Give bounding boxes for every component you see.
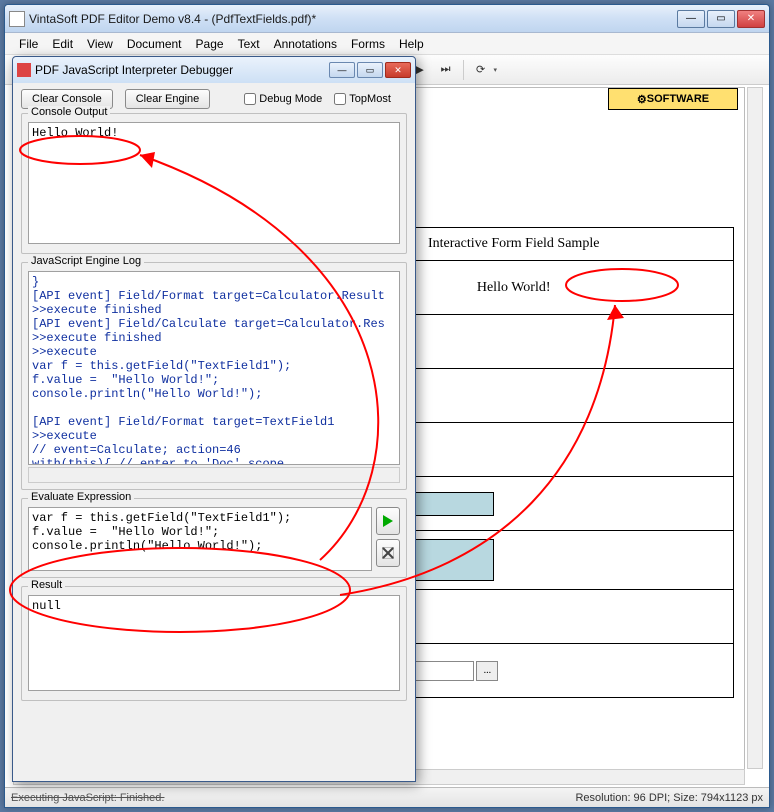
debugger-icon bbox=[17, 63, 31, 77]
status-right: Resolution: 96 DPI; Size: 794x1123 px bbox=[575, 792, 763, 804]
console-output-group: Console Output bbox=[21, 113, 407, 254]
menu-forms[interactable]: Forms bbox=[351, 37, 385, 51]
run-buttons bbox=[376, 507, 400, 571]
maximize-button[interactable]: ▭ bbox=[707, 10, 735, 28]
debug-mode-input[interactable] bbox=[244, 93, 256, 105]
console-output-text[interactable] bbox=[28, 122, 400, 244]
debugger-maximize-button[interactable]: ▭ bbox=[357, 62, 383, 78]
status-left: Executing JavaScript: Finished. bbox=[11, 792, 575, 804]
debugger-window-controls: — ▭ ✕ bbox=[329, 62, 411, 78]
engine-log-text[interactable] bbox=[28, 271, 400, 465]
debug-mode-checkbox[interactable]: Debug Mode bbox=[244, 93, 322, 105]
topmost-checkbox[interactable]: TopMost bbox=[334, 93, 391, 105]
app-icon bbox=[9, 11, 25, 27]
window-controls: — ▭ ✕ bbox=[677, 10, 765, 28]
engine-log-group: JavaScript Engine Log bbox=[21, 262, 407, 490]
close-button[interactable]: ✕ bbox=[737, 10, 765, 28]
run-button[interactable] bbox=[376, 507, 400, 535]
debugger-window: PDF JavaScript Interpreter Debugger — ▭ … bbox=[12, 56, 416, 782]
vertical-scrollbar[interactable] bbox=[747, 87, 763, 769]
menu-document[interactable]: Document bbox=[127, 37, 182, 51]
main-title: VintaSoft PDF Editor Demo v8.4 - (PdfTex… bbox=[29, 12, 677, 26]
debugger-title: PDF JavaScript Interpreter Debugger bbox=[35, 63, 329, 77]
menu-annotations[interactable]: Annotations bbox=[274, 37, 337, 51]
evaluate-label: Evaluate Expression bbox=[28, 491, 134, 503]
result-text[interactable] bbox=[28, 595, 400, 691]
minimize-button[interactable]: — bbox=[677, 10, 705, 28]
main-titlebar: VintaSoft PDF Editor Demo v8.4 - (PdfTex… bbox=[5, 5, 769, 33]
tb-last-icon[interactable]: ⏭ bbox=[435, 59, 457, 81]
debugger-titlebar: PDF JavaScript Interpreter Debugger — ▭ … bbox=[13, 57, 415, 83]
statusbar: Executing JavaScript: Finished. Resoluti… bbox=[5, 787, 769, 807]
menu-text[interactable]: Text bbox=[238, 37, 260, 51]
menubar: File Edit View Document Page Text Annota… bbox=[5, 33, 769, 55]
debug-mode-label: Debug Mode bbox=[259, 93, 322, 105]
menu-page[interactable]: Page bbox=[196, 37, 224, 51]
software-logo: ⚙ SOFTWARE bbox=[608, 88, 738, 110]
topmost-label: TopMost bbox=[349, 93, 391, 105]
debugger-close-button[interactable]: ✕ bbox=[385, 62, 411, 78]
engine-log-hscroll[interactable] bbox=[28, 467, 400, 483]
evaluate-group: Evaluate Expression bbox=[21, 498, 407, 578]
stop-button[interactable] bbox=[376, 539, 400, 567]
logo-text: SOFTWARE bbox=[647, 93, 709, 105]
topmost-input[interactable] bbox=[334, 93, 346, 105]
menu-edit[interactable]: Edit bbox=[52, 37, 73, 51]
tb-rotate-icon[interactable]: ⟳ bbox=[470, 59, 492, 81]
tb-dd-icon[interactable]: ▾ bbox=[494, 66, 498, 74]
engine-log-label: JavaScript Engine Log bbox=[28, 255, 144, 267]
evaluate-text[interactable] bbox=[28, 507, 372, 571]
menu-view[interactable]: View bbox=[87, 37, 113, 51]
menu-help[interactable]: Help bbox=[399, 37, 424, 51]
menu-file[interactable]: File bbox=[19, 37, 38, 51]
debugger-minimize-button[interactable]: — bbox=[329, 62, 355, 78]
tb-sep bbox=[463, 60, 464, 80]
result-group: Result bbox=[21, 586, 407, 701]
browse-button[interactable]: ... bbox=[476, 661, 498, 681]
result-label: Result bbox=[28, 579, 65, 591]
console-output-label: Console Output bbox=[28, 106, 110, 118]
clear-engine-button[interactable]: Clear Engine bbox=[125, 89, 211, 109]
debugger-body: Clear Console Clear Engine Debug Mode To… bbox=[13, 83, 415, 715]
